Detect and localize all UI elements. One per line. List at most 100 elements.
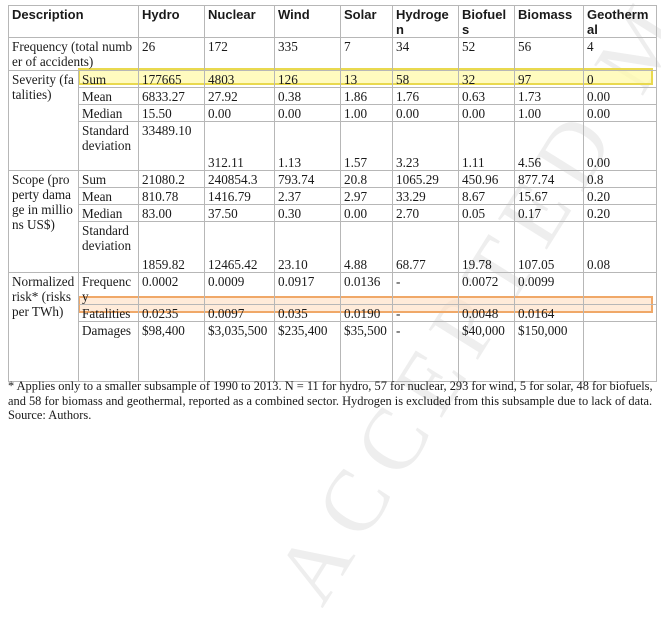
table-cell: 177665 — [138, 70, 206, 88]
stat-label: Median — [77, 104, 140, 122]
stat-label: Frequency — [77, 272, 140, 305]
table-cell: 0.0099 — [514, 272, 585, 305]
table-cell: 4.56 — [514, 121, 585, 171]
table-cell: 1.57 — [340, 121, 394, 171]
table-cell: 2.70 — [392, 204, 460, 222]
stat-label: Median — [77, 204, 140, 222]
scope-mean-row: Mean 810.78 1416.79 2.37 2.97 33.29 8.67… — [9, 187, 658, 205]
header-solar: Solar — [340, 5, 394, 38]
table-cell: 0.00 — [458, 104, 516, 122]
normalized-damages-row: Damages $98,400 $3,035,500 $235,400 $35,… — [9, 321, 658, 382]
table-cell: 37.50 — [204, 204, 276, 222]
table-cell: 877.74 — [514, 170, 585, 188]
table-cell: 8.67 — [458, 187, 516, 205]
stat-label: Damages — [77, 321, 140, 382]
table-cell: 6833.27 — [138, 87, 206, 105]
table-cell: 0.0009 — [204, 272, 276, 305]
table-cell: 33489.10 — [138, 121, 206, 171]
table-cell: 450.96 — [458, 170, 516, 188]
table-cell: 0.0002 — [138, 272, 206, 305]
table-cell: 58 — [392, 70, 460, 88]
severity-mean-row: Mean 6833.27 27.92 0.38 1.86 1.76 0.63 1… — [9, 87, 658, 105]
table-cell: 0.30 — [274, 204, 342, 222]
table-cell: 172 — [204, 37, 276, 71]
table-cell: 68.77 — [392, 221, 460, 273]
header-biomass: Biomass — [514, 5, 585, 38]
stat-label: Sum — [77, 170, 140, 188]
stat-label: Mean — [77, 187, 140, 205]
stat-label: Sum — [77, 70, 140, 88]
normalized-group-label: Normalized risk* (risks per TWh) — [8, 272, 79, 382]
normalized-fatalities-row: Fatalities 0.0235 0.0097 0.035 0.0190 - … — [9, 304, 658, 322]
table-cell: 15.67 — [514, 187, 585, 205]
stat-label: Standard deviation — [77, 121, 140, 171]
table-cell: 97 — [514, 70, 585, 88]
table-cell: 19.78 — [458, 221, 516, 273]
table-cell: 126 — [274, 70, 342, 88]
table-cell: 0.0917 — [274, 272, 342, 305]
table-cell: 0.0235 — [138, 304, 206, 322]
table-cell: 1.76 — [392, 87, 460, 105]
table-cell: 1.73 — [514, 87, 585, 105]
severity-group-label: Severity (fatalities) — [8, 70, 79, 171]
table-cell: 21080.2 — [138, 170, 206, 188]
table-cell: - — [392, 272, 460, 305]
table-cell: 34 — [392, 37, 460, 71]
scope-sd-row: Standard deviation 1859.82 12465.42 23.1… — [9, 221, 658, 273]
table-cell: $150,000 — [514, 321, 585, 382]
table-cell: 0.05 — [458, 204, 516, 222]
table-cell: 0.38 — [274, 87, 342, 105]
table-cell: 0.0136 — [340, 272, 394, 305]
header-hydrogen: Hydrogen — [392, 5, 460, 38]
table-cell: 1416.79 — [204, 187, 276, 205]
table-cell: 32 — [458, 70, 516, 88]
accident-risk-table: Description Hydro Nuclear Wind Solar Hyd… — [7, 5, 658, 382]
table-cell: 1.86 — [340, 87, 394, 105]
table-cell — [583, 321, 658, 382]
table-cell: 23.10 — [274, 221, 342, 273]
scope-median-row: Median 83.00 37.50 0.30 0.00 2.70 0.05 0… — [9, 204, 658, 222]
table-cell: 0.00 — [583, 121, 658, 171]
table-cell: 20.8 — [340, 170, 394, 188]
table-cell: 107.05 — [514, 221, 585, 273]
stat-label: Mean — [77, 87, 140, 105]
header-row: Description Hydro Nuclear Wind Solar Hyd… — [7, 5, 658, 38]
frequency-label: Frequency (total number of accidents) — [7, 37, 140, 71]
table-cell: 2.97 — [340, 187, 394, 205]
table-cell: 1.00 — [340, 104, 394, 122]
table-cell: - — [392, 321, 460, 382]
frequency-row: Frequency (total number of accidents) 26… — [7, 37, 658, 71]
table-cell: 1859.82 — [138, 221, 206, 273]
table-cell: 793.74 — [274, 170, 342, 188]
table-cell: 52 — [458, 37, 516, 71]
table-cell: 0.00 — [583, 104, 658, 122]
table-cell: 0.00 — [583, 87, 658, 105]
severity-sum-row: Severity (fatalities) Sum 177665 4803 12… — [8, 70, 658, 171]
table-cell: 26 — [138, 37, 206, 71]
severity-sd-row: Standard deviation 33489.10 312.11 1.13 … — [9, 121, 658, 171]
table-cell: 4 — [583, 37, 658, 71]
table-cell: 13 — [340, 70, 394, 88]
scope-group-label: Scope (property damage in millions US$) — [8, 170, 79, 273]
table-cell: 0.63 — [458, 87, 516, 105]
table-cell: 1065.29 — [392, 170, 460, 188]
table-cell: 0.0097 — [204, 304, 276, 322]
header-biofuels: Biofuels — [458, 5, 516, 38]
stat-label: Fatalities — [77, 304, 140, 322]
table-cell: 0.035 — [274, 304, 342, 322]
table-cell: $235,400 — [274, 321, 342, 382]
table-cell: 0.0048 — [458, 304, 516, 322]
table-cell: 0 — [583, 70, 658, 88]
table-cell: 15.50 — [138, 104, 206, 122]
scope-sum-row: Scope (property damage in millions US$) … — [8, 170, 658, 273]
header-geothermal: Geothermal — [583, 5, 658, 38]
table-cell: 1.11 — [458, 121, 516, 171]
table-cell: 83.00 — [138, 204, 206, 222]
table-footnote: * Applies only to a smaller subsample of… — [8, 379, 653, 422]
table-cell — [583, 304, 658, 322]
table-cell: 312.11 — [204, 121, 276, 171]
document-page: ACCEPTED MANU Description Hydro Nuclear … — [7, 0, 661, 620]
table-cell: 0.0164 — [514, 304, 585, 322]
table-cell: 0.8 — [583, 170, 658, 188]
table-cell: $3,035,500 — [204, 321, 276, 382]
